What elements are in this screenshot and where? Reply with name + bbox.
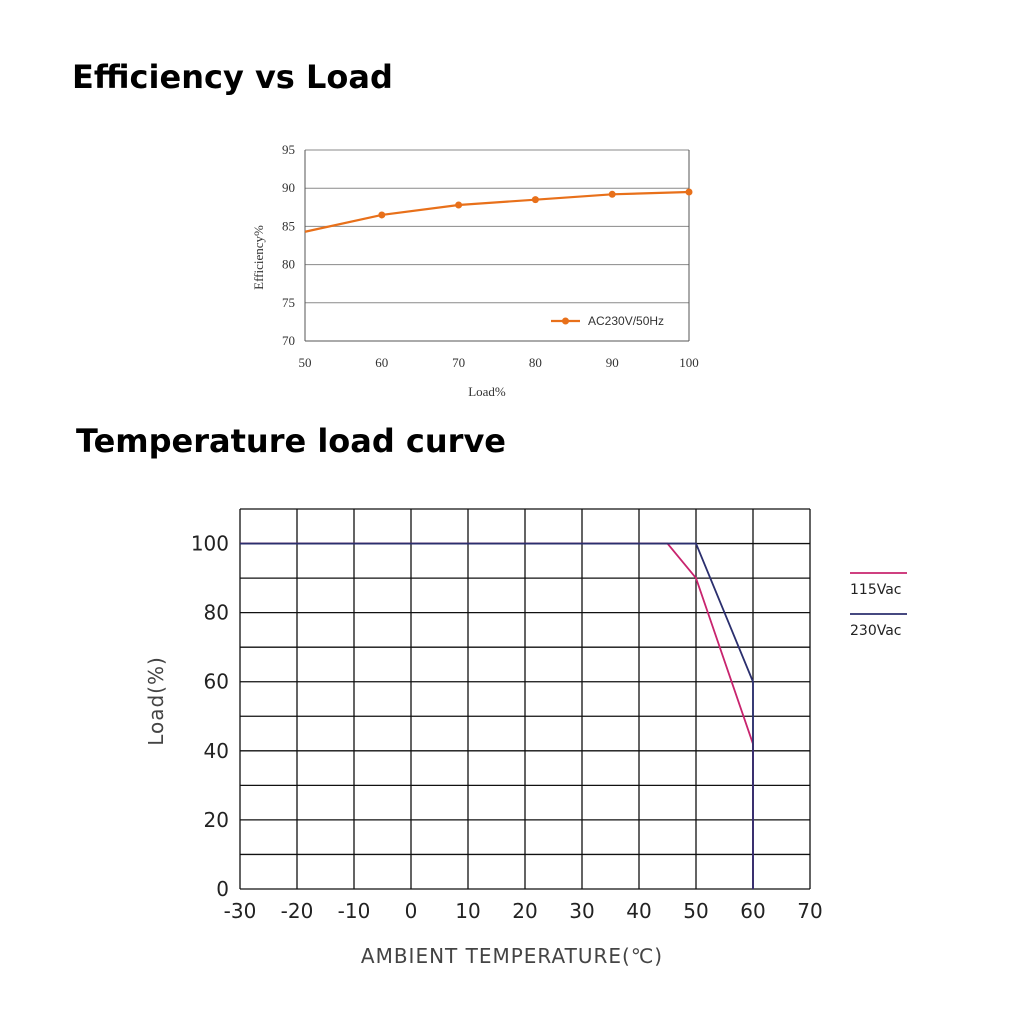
efficiency-data-point: [455, 201, 463, 209]
efficiency-x-tick-label: 70: [452, 355, 465, 370]
temperature-x-axis-label: AMBIENT TEMPERATURE(℃): [361, 944, 663, 968]
efficiency-y-tick-label: 85: [282, 218, 295, 233]
efficiency-legend-marker: [562, 317, 569, 325]
temperature-chart-heading: Temperature load curve: [76, 422, 506, 460]
efficiency-data-point: [608, 190, 616, 198]
efficiency-y-tick-label: 70: [282, 333, 295, 348]
efficiency-x-tick-label: 50: [299, 355, 312, 370]
temperature-x-tick-label: 10: [455, 899, 480, 923]
temperature-series-line: [240, 542, 754, 889]
temperature-series-line: [240, 542, 754, 889]
efficiency-y-tick-label: 90: [282, 180, 295, 195]
temperature-x-tick-label: 60: [740, 899, 765, 923]
temperature-y-axis-label: Load(%): [144, 656, 168, 746]
temperature-y-tick-label: 80: [204, 601, 229, 625]
temperature-y-tick-label: 0: [216, 877, 229, 901]
temperature-y-tick-label: 60: [204, 670, 229, 694]
temperature-x-tick-label: -30: [224, 899, 257, 923]
efficiency-legend-label: AC230V/50Hz: [588, 314, 664, 328]
temperature-y-tick-label: 20: [204, 808, 229, 832]
efficiency-data-point: [685, 188, 693, 196]
temperature-x-tick-label: 40: [626, 899, 651, 923]
efficiency-x-tick-label: 60: [375, 355, 388, 370]
temperature-x-tick-label: 20: [512, 899, 537, 923]
efficiency-data-point: [378, 211, 386, 219]
efficiency-x-tick-label: 80: [529, 355, 542, 370]
efficiency-chart-heading: Efficiency vs Load: [72, 58, 393, 96]
temperature-legend-label: 115Vac: [850, 582, 902, 598]
efficiency-x-axis-label: Load%: [468, 384, 506, 399]
temperature-y-tick-label: 40: [204, 739, 229, 763]
efficiency-x-tick-label: 100: [679, 355, 699, 370]
efficiency-data-point: [531, 196, 539, 204]
temperature-y-tick-label: 100: [191, 532, 229, 556]
efficiency-y-tick-label: 95: [282, 142, 295, 157]
efficiency-x-tick-label: 90: [606, 355, 619, 370]
efficiency-series-line: [304, 190, 690, 233]
efficiency-y-tick-label: 80: [282, 257, 295, 272]
temperature-x-tick-label: -20: [281, 899, 314, 923]
temperature-legend-label: 230Vac: [850, 623, 902, 639]
efficiency-y-tick-label: 75: [282, 295, 295, 310]
temperature-x-tick-label: 50: [683, 899, 708, 923]
temperature-x-tick-label: 70: [797, 899, 822, 923]
efficiency-vs-load-chart: 70 75 80 85 90 95 50 60 70 80 90 100 Load% Efficiency…: [251, 142, 699, 399]
temperature-x-tick-label: 0: [405, 899, 418, 923]
temperature-x-tick-label: -10: [338, 899, 371, 923]
temperature-x-tick-label: 30: [569, 899, 594, 923]
efficiency-y-axis-label: Efficiency%: [251, 225, 266, 290]
